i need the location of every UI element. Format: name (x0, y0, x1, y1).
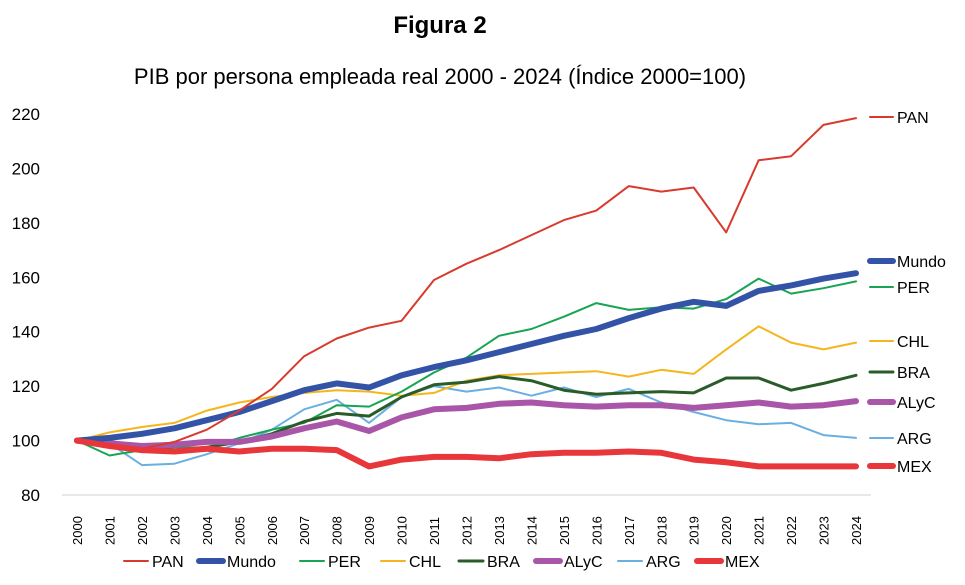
series-line-alyc (74, 398, 859, 449)
x-tick-label: 2021 (752, 516, 767, 545)
x-tick-label: 2002 (135, 516, 150, 545)
x-tick-label: 2007 (297, 516, 312, 545)
chart-title: PIB por persona empleada real 2000 - 202… (133, 64, 747, 89)
x-tick-label: 2010 (395, 516, 410, 545)
series-lines (74, 117, 859, 470)
series-line-arg (76, 385, 857, 467)
end-label-mex: MEX (897, 459, 932, 476)
end-label-mundo: Mundo (897, 254, 946, 271)
figure-label: Figura 2 (393, 12, 487, 39)
end-label-arg: ARG (897, 431, 932, 448)
legend-label-per: PER (328, 554, 361, 571)
x-tick-label: 2019 (687, 516, 702, 545)
end-labels: PAN Mundo PER CHL BRA ALyC ARG MEX (867, 110, 946, 476)
x-tick-label: 2016 (589, 516, 604, 545)
y-tick-label: 200 (12, 159, 40, 178)
x-tick-label: 2015 (557, 516, 572, 545)
x-tick-label: 2014 (524, 516, 539, 545)
x-tick-label: 2009 (362, 516, 377, 545)
legend-label-pan: PAN (152, 554, 184, 571)
y-tick-label: 80 (21, 486, 40, 505)
x-tick-label: 2000 (70, 516, 85, 545)
x-tick-label: 2017 (622, 516, 637, 545)
y-tick-label: 120 (12, 377, 40, 396)
legend-label-arg: ARG (646, 554, 681, 571)
y-tick-label: 220 (12, 105, 40, 124)
end-label-pan: PAN (897, 110, 929, 127)
x-tick-label: 2022 (784, 516, 799, 545)
legend-label-chl: CHL (409, 554, 441, 571)
x-tick-label: 2018 (654, 516, 669, 545)
legend-label-mundo: Mundo (227, 554, 276, 571)
x-tick-label: 2008 (330, 516, 345, 545)
series-line-mex (74, 437, 859, 470)
y-tick-label: 140 (12, 323, 40, 342)
x-tick-label: 2005 (232, 516, 247, 545)
x-tick-label: 2001 (102, 516, 117, 545)
end-label-alyc: ALyC (897, 395, 936, 412)
y-tick-label: 100 (12, 432, 40, 451)
end-label-per: PER (897, 280, 930, 297)
x-tick-label: 2003 (167, 516, 182, 545)
legend-label-mex: MEX (725, 554, 760, 571)
series-line-mundo (74, 270, 859, 444)
end-label-bra: BRA (897, 365, 930, 382)
end-label-chl: CHL (897, 334, 929, 351)
x-tick-label: 2024 (849, 516, 864, 545)
legend: PAN Mundo PER CHL BRA ALyC ARG MEX (123, 554, 760, 571)
series-line-per (76, 277, 857, 457)
x-tick-label: 2004 (200, 516, 215, 545)
y-axis: 80 100 120 140 160 180 200 220 (12, 105, 40, 505)
x-tick-label: 2011 (427, 517, 442, 545)
legend-label-alyc: ALyC (564, 554, 603, 571)
series-line-pan (76, 117, 857, 450)
legend-label-bra: BRA (487, 554, 520, 571)
x-axis: 2000 2001 2002 2003 2004 2005 2006 2007 2008 2009… (62, 494, 871, 545)
y-tick-label: 160 (12, 268, 40, 287)
x-tick-label: 2020 (719, 516, 734, 545)
x-tick-label: 2023 (817, 516, 832, 545)
y-tick-label: 180 (12, 214, 40, 233)
series-line-bra (75, 373, 858, 452)
x-tick-label: 2012 (460, 516, 475, 545)
x-tick-label: 2006 (265, 516, 280, 545)
x-tick-label: 2013 (492, 516, 507, 545)
